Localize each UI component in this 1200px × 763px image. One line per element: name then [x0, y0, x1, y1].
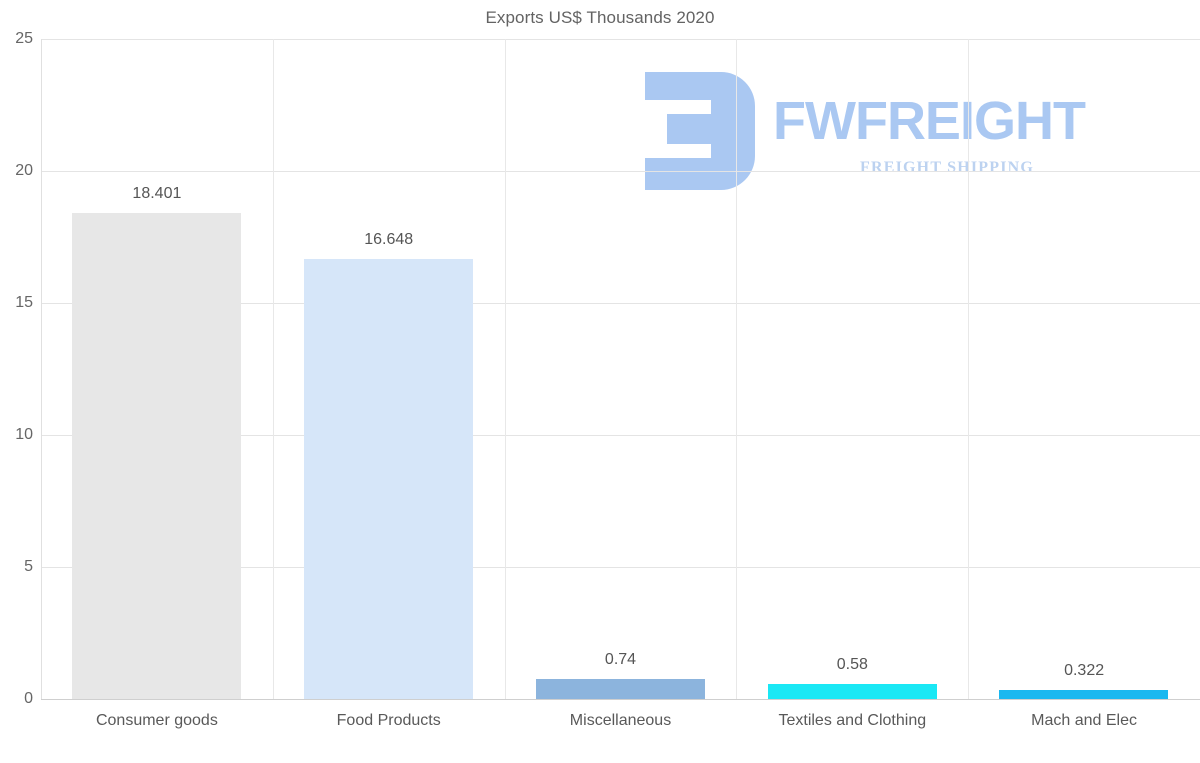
gridline-vertical — [273, 39, 274, 699]
y-axis-tick-label: 5 — [24, 558, 33, 575]
gridline-vertical — [505, 39, 506, 699]
plot-area — [41, 39, 1200, 700]
bar-4[interactable] — [768, 684, 937, 699]
gridline-vertical — [736, 39, 737, 699]
bar-value-label: 18.401 — [132, 185, 182, 203]
y-axis-tick-label: 10 — [15, 426, 33, 443]
y-axis-line — [41, 39, 42, 699]
y-axis-tick-label: 15 — [15, 294, 33, 311]
x-axis-category-label: Food Products — [336, 712, 441, 729]
x-axis-category-label: Textiles and Clothing — [778, 712, 927, 729]
gridline-horizontal — [41, 39, 1200, 40]
x-axis-category-label: Mach and Elec — [1031, 712, 1138, 729]
y-axis-tick-label: 0 — [24, 690, 33, 707]
gridline-vertical — [968, 39, 969, 699]
x-axis-category-label: Consumer goods — [95, 712, 218, 729]
gridline-horizontal — [41, 435, 1200, 436]
bar-3[interactable] — [536, 679, 705, 699]
gridline-horizontal — [41, 303, 1200, 304]
y-axis-tick-label: 25 — [15, 30, 33, 47]
bar-value-label: 0.58 — [836, 655, 868, 673]
chart-title: Exports US$ Thousands 2020 — [485, 8, 715, 27]
bar-1[interactable] — [72, 213, 241, 699]
bar-2[interactable] — [304, 259, 473, 699]
bar-value-label: 0.74 — [604, 651, 637, 669]
y-axis-tick-label: 20 — [15, 162, 33, 179]
bar-value-label: 16.648 — [364, 231, 414, 249]
gridline-horizontal — [41, 567, 1200, 568]
gridline-horizontal — [41, 171, 1200, 172]
x-axis-category-label: Miscellaneous — [569, 712, 672, 729]
bar-value-label: 0.322 — [1064, 662, 1105, 680]
bar-5[interactable] — [999, 690, 1168, 699]
gridline-horizontal — [41, 699, 1200, 700]
